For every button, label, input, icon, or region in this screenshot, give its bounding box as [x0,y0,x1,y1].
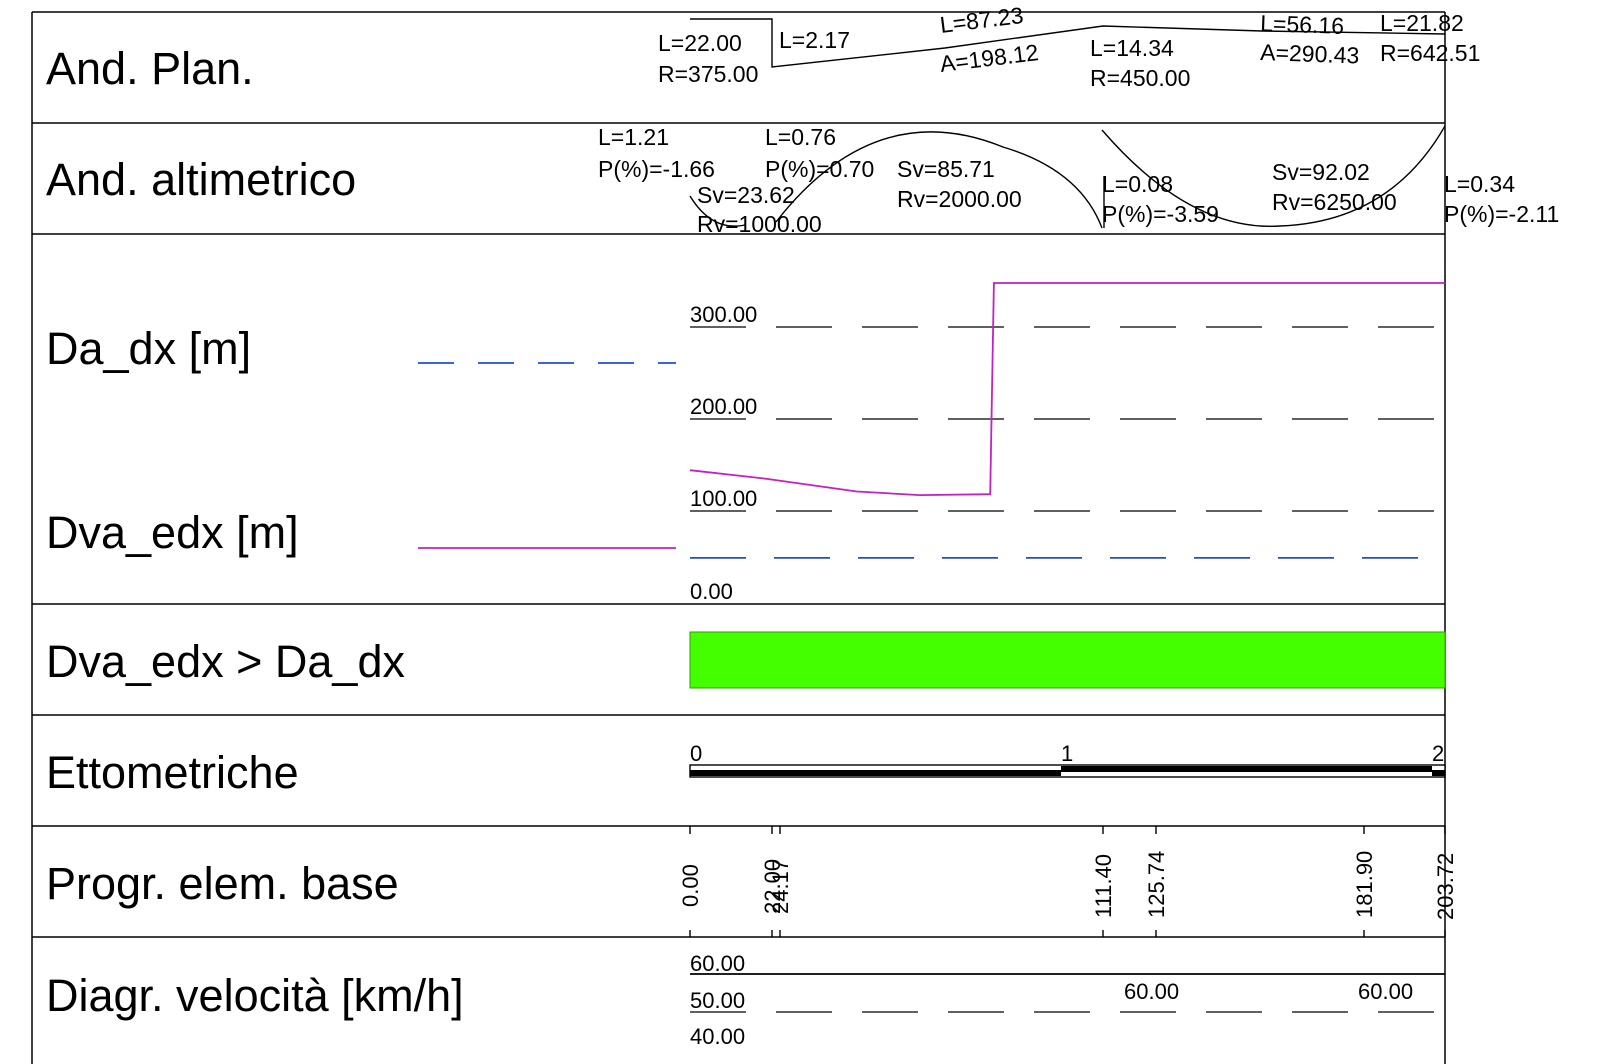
plan-alignment-line [690,18,1446,68]
profile-element-6-radius: Rv=6250.00 [1272,189,1397,215]
distance-tick-300: 300.00 [690,302,757,327]
distance-gridlines [690,326,1445,605]
distance-chart: 300.00 200.00 100.00 0.00 [418,282,1445,605]
profile-element-1-slope: P(%)=-1.66 [598,156,715,182]
profile-element-4-radius: Rv=2000.00 [897,186,1022,212]
distance-tick-200: 200.00 [690,394,757,419]
plan-element-6-length: L=21.82 [1380,10,1464,36]
hectometric-label-2: 2 [1432,741,1444,766]
speed-tick-60: 60.00 [690,951,745,976]
profile-element-6-tangent: Sv=92.02 [1272,159,1370,185]
distance-tick-100: 100.00 [690,486,757,511]
profile-element-3-slope: P(%)=0.70 [765,156,874,182]
speed-tick-40: 40.00 [690,1024,745,1049]
profile-element-2-radius: Rv=1000.00 [697,211,822,237]
plan-element-3-parameter: A=198.12 [938,39,1040,77]
plan-element-1-length: L=22.00 [658,30,742,56]
station-label-6: 203.72 [1433,853,1458,920]
plan-element-4-radius: R=450.00 [1090,65,1190,91]
plan-element-5-length: L=56.16 [1260,10,1345,39]
speed-chart: 60.00 50.00 40.00 60.00 60.00 [690,951,1445,1049]
profile-vertical-curve-1 [689,195,746,227]
distance-tick-0: 0.00 [690,579,733,604]
plan-element-2-length: L=2.17 [779,27,850,53]
plan-element-1-radius: R=375.00 [658,61,758,87]
hectometric-label-1: 1 [1061,741,1073,766]
row-label-speed: Diagr. velocità [km/h] [46,970,464,1021]
row-label-profile: And. altimetrico [46,154,356,205]
hectometric-label-0: 0 [690,741,702,766]
plan-element-5-parameter: A=290.43 [1260,39,1360,68]
plan-element-3-length: L=87.23 [938,2,1024,38]
profile-element-5-length: L=0.08 [1102,171,1173,197]
profile-vertical-curve-3 [1101,125,1446,228]
row-label-dva-edx: Dva_edx [m] [46,507,299,558]
row-label-hectometric: Ettometriche [46,747,299,798]
speed-value-1: 60.00 [1124,979,1179,1004]
station-label-5: 181.90 [1352,851,1377,918]
profile-element-3-length: L=0.76 [765,124,836,150]
station-label-0: 0.00 [678,864,703,907]
row-label-plan: And. Plan. [46,43,254,94]
profile-element-1-length: L=1.21 [598,124,669,150]
profile-element-7-slope: P(%)=-2.11 [1444,201,1559,227]
profile-element-5-slope: P(%)=-3.59 [1102,201,1219,227]
hectometric-scale: 0 1 2 [689,741,1446,778]
plan-element-6-radius: R=642.51 [1380,40,1480,66]
plan-element-4-length: L=14.34 [1090,35,1174,61]
row-label-check: Dva_edx > Da_dx [46,636,405,687]
profile-element-4-tangent: Sv=85.71 [897,156,995,182]
station-label-3: 111.40 [1091,854,1116,918]
station-label-4: 125.74 [1144,851,1169,918]
series-dva-edx-line [689,282,1445,497]
progressive-ticks: 0.00 22.00 24.17 111.40 125.74 181.90 20… [678,826,1458,937]
profile-diagram: L=1.21 P(%)=-1.66 Sv=23.62 Rv=1000.00 L=… [598,124,1559,237]
plan-alignment-diagram: L=22.00 R=375.00 L=2.17 L=87.23 A=198.12… [658,2,1480,91]
check-result-bar [689,631,1446,689]
station-label-2: 24.17 [768,859,793,914]
profile-vertical-curve-2 [775,131,1103,229]
row-label-progressive: Progr. elem. base [46,858,399,909]
profile-element-2-tangent: Sv=23.62 [697,182,795,208]
speed-tick-50: 50.00 [690,988,745,1013]
station-label-1: 22.00 [760,859,785,914]
speed-value-2: 60.00 [1358,979,1413,1004]
profile-element-7-length: L=0.34 [1444,171,1515,197]
row-label-da-dx: Da_dx [m] [46,323,251,374]
